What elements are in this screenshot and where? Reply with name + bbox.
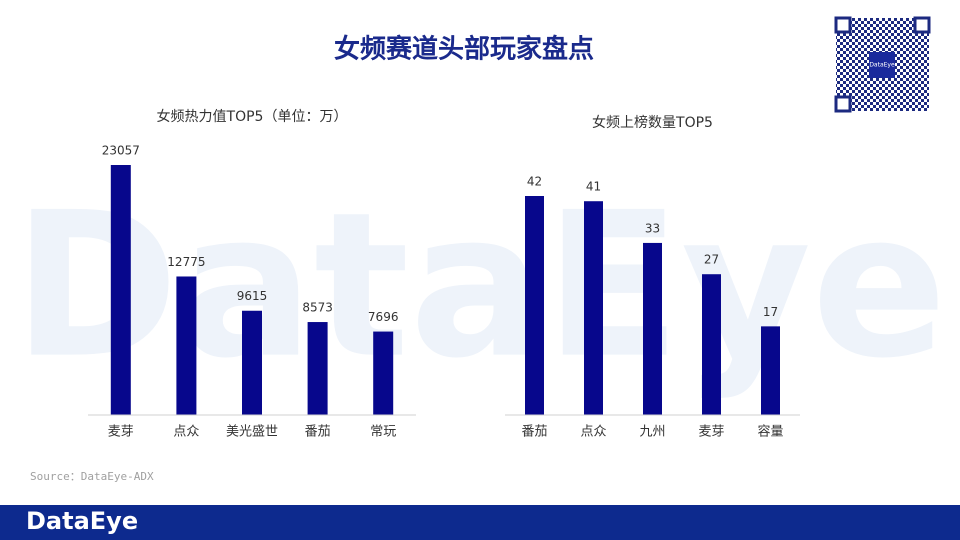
footer-logo: DataEye xyxy=(26,507,138,535)
bar xyxy=(110,165,131,415)
bar xyxy=(702,274,721,415)
bar xyxy=(373,331,394,415)
x-tick-label: 点众 xyxy=(580,425,606,440)
bar xyxy=(761,326,780,415)
watermark: DataEye xyxy=(13,170,947,403)
value-label: 41 xyxy=(586,180,601,194)
qr-logo xyxy=(869,52,895,78)
source: Source：DataEye-ADX xyxy=(30,470,154,483)
qr-finder xyxy=(834,16,852,34)
x-tick-label: 麦芽 xyxy=(108,425,134,440)
x-tick-label: 美光盛世 xyxy=(226,425,278,440)
bar xyxy=(584,201,603,415)
bar xyxy=(643,242,662,415)
x-tick-label: 九州 xyxy=(639,425,665,440)
chart-title: 女频热力值TOP5（单位：万） xyxy=(157,108,348,125)
value-label: 12775 xyxy=(167,255,205,269)
x-tick-label: 麦芽 xyxy=(698,425,724,440)
value-label: 17 xyxy=(763,305,778,319)
x-tick-label: 点众 xyxy=(173,425,199,440)
qr-label: DataEye xyxy=(869,62,895,69)
bar xyxy=(307,322,328,415)
value-label: 9615 xyxy=(237,289,268,303)
x-tick-label: 常玩 xyxy=(370,425,396,440)
x-tick-label: 番茄 xyxy=(521,425,547,440)
value-label: 27 xyxy=(704,253,719,267)
x-tick-label: 容量 xyxy=(757,424,783,440)
value-label: 7696 xyxy=(368,310,399,324)
value-label: 33 xyxy=(645,221,660,235)
x-tick-label: 番茄 xyxy=(305,425,331,440)
chart-title: 女频上榜数量TOP5 xyxy=(592,114,713,131)
bar xyxy=(176,276,197,415)
value-label: 23057 xyxy=(102,144,140,158)
value-label: 8573 xyxy=(302,301,333,315)
page-title: 女频赛道头部玩家盘点 xyxy=(334,34,594,65)
qr-finder xyxy=(834,95,852,113)
qr-code: DataEye xyxy=(834,16,931,113)
qr-finder xyxy=(913,16,931,34)
bar xyxy=(525,196,544,415)
bar xyxy=(242,310,262,415)
footer-band xyxy=(0,505,960,540)
value-label: 42 xyxy=(527,175,542,189)
